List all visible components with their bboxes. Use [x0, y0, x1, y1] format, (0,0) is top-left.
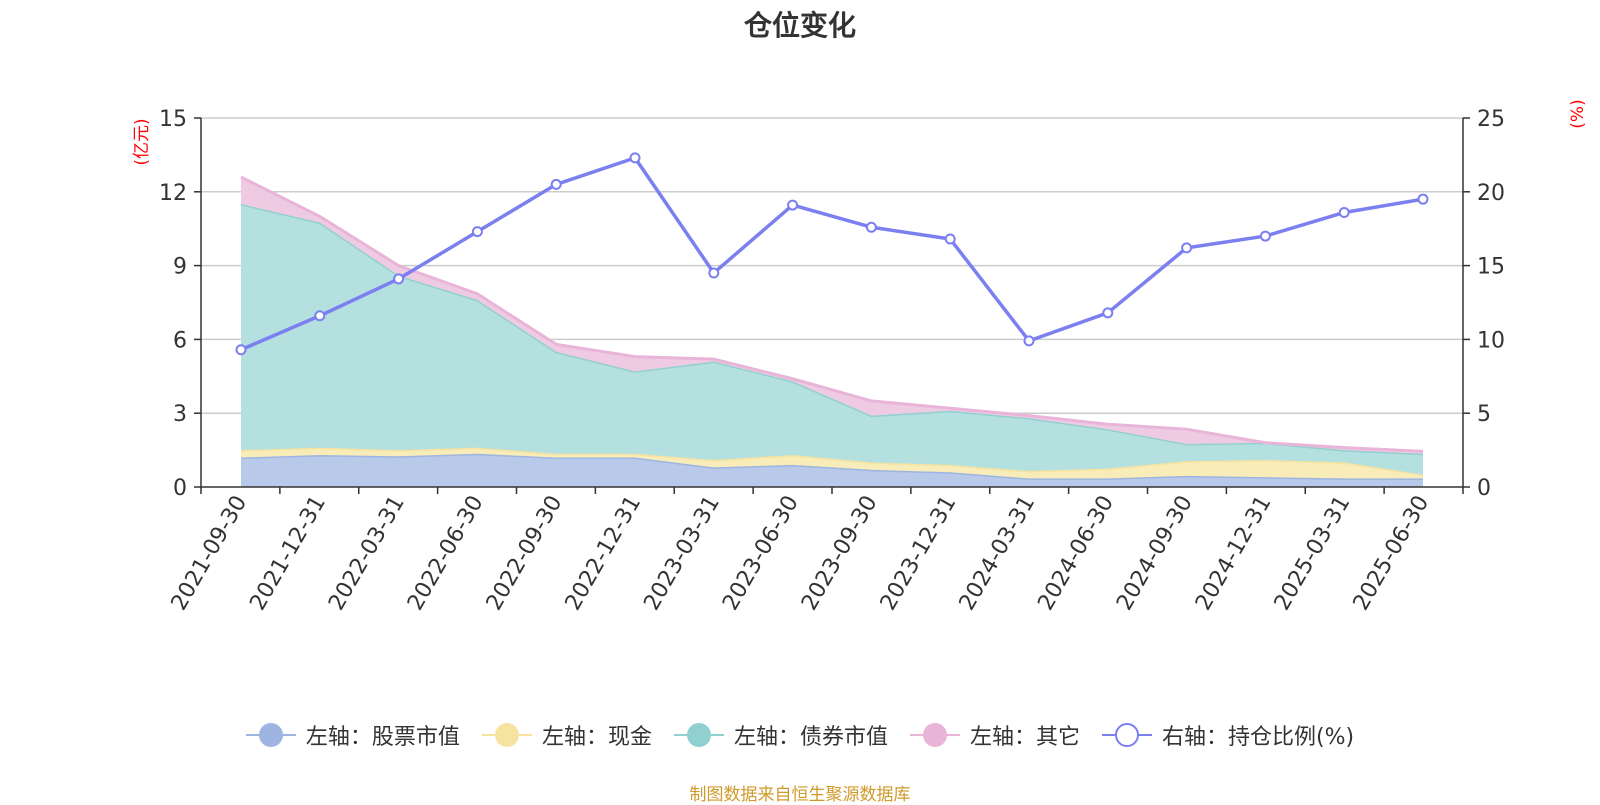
- legend: 左轴：股票市值 左轴：现金 左轴：债券市值 左轴：其它 右轴：持仓比例(%): [0, 719, 1600, 751]
- x-tick-label: 2024-03-31: [955, 492, 1041, 615]
- line-point: [629, 152, 641, 164]
- line-point: [1259, 230, 1271, 242]
- right-tick-label: 5: [1477, 402, 1491, 427]
- x-tick-label: 2022-06-30: [403, 492, 489, 615]
- area-series-2: [241, 204, 1423, 475]
- left-tick-label: 3: [173, 402, 187, 427]
- line-point: [393, 273, 405, 285]
- line-point: [1417, 193, 1429, 205]
- x-tick-label: 2021-09-30: [167, 492, 253, 615]
- legend-item[interactable]: 左轴：股票市值: [245, 719, 460, 751]
- legend-item[interactable]: 左轴：现金: [481, 719, 652, 751]
- x-tick-label: 2023-06-30: [718, 492, 804, 615]
- right-tick-label: 15: [1477, 255, 1505, 280]
- area-series-edge-3: [240, 175, 1424, 453]
- legend-marker-icon: [909, 723, 960, 747]
- right-tick-label: 10: [1477, 328, 1505, 353]
- legend-label: 右轴：持仓比例(%): [1161, 725, 1355, 750]
- legend-item[interactable]: 左轴：债券市值: [673, 719, 888, 751]
- area-layer: [240, 175, 1424, 487]
- left-axis-unit-label: (亿元): [132, 118, 152, 165]
- line-point: [708, 267, 720, 279]
- x-tick-label: 2025-06-30: [1349, 492, 1435, 615]
- line-point: [944, 233, 956, 245]
- x-tick-label: 2023-03-31: [639, 492, 725, 615]
- legend-item[interactable]: 右轴：持仓比例(%): [1101, 719, 1355, 751]
- line-point: [787, 199, 799, 211]
- right-axis-unit-label: (%): [1568, 99, 1588, 128]
- line-point: [314, 310, 326, 322]
- line-point: [550, 178, 562, 190]
- x-tick-label: 2025-03-31: [1270, 492, 1356, 615]
- left-tick-label: 6: [173, 328, 187, 353]
- right-tick-label: 25: [1477, 107, 1505, 132]
- legend-marker-icon: [481, 723, 532, 747]
- legend-marker-icon: [673, 723, 724, 747]
- x-tick-label: 2022-09-30: [482, 492, 568, 615]
- line-point: [1181, 242, 1193, 254]
- x-tick-label: 2023-09-30: [797, 492, 883, 615]
- x-tick-label: 2022-12-31: [561, 492, 647, 615]
- left-tick-label: 12: [159, 181, 187, 206]
- line-series-0: [240, 156, 1424, 352]
- left-tick-label: 9: [173, 255, 187, 280]
- x-tick-label: 2023-12-31: [876, 491, 962, 614]
- legend-label: 左轴：债券市值: [733, 725, 888, 750]
- legend-item[interactable]: 左轴：其它: [909, 719, 1080, 751]
- line-point: [1023, 335, 1035, 347]
- legend-marker-icon: [245, 723, 296, 747]
- x-tick-label: 2024-09-30: [1112, 492, 1198, 615]
- right-tick-label: 0: [1477, 476, 1491, 501]
- area-series-1: [241, 447, 1423, 479]
- right-tick-label: 20: [1477, 181, 1505, 206]
- line-point: [865, 221, 877, 233]
- x-tick-label: 2024-06-30: [1033, 492, 1119, 615]
- x-tick-label: 2021-12-31: [245, 492, 331, 615]
- left-tick-label: 0: [173, 476, 187, 501]
- line-point: [1102, 307, 1114, 319]
- line-point: [1338, 206, 1350, 218]
- legend-label: 左轴：现金: [541, 725, 652, 750]
- source-note: 制图数据来自恒生聚源数据库: [689, 785, 911, 805]
- x-tick-label: 2022-03-31: [324, 491, 410, 614]
- line-point: [471, 226, 483, 238]
- legend-label: 左轴：股票市值: [305, 725, 460, 750]
- line-point: [235, 344, 247, 356]
- chart-title: 仓位变化: [743, 9, 856, 42]
- line-layer: [235, 152, 1429, 356]
- left-tick-label: 15: [159, 107, 187, 132]
- x-tick-label: 2024-12-31: [1191, 492, 1277, 615]
- legend-marker-icon: [1101, 723, 1152, 747]
- legend-label: 左轴：其它: [969, 725, 1080, 750]
